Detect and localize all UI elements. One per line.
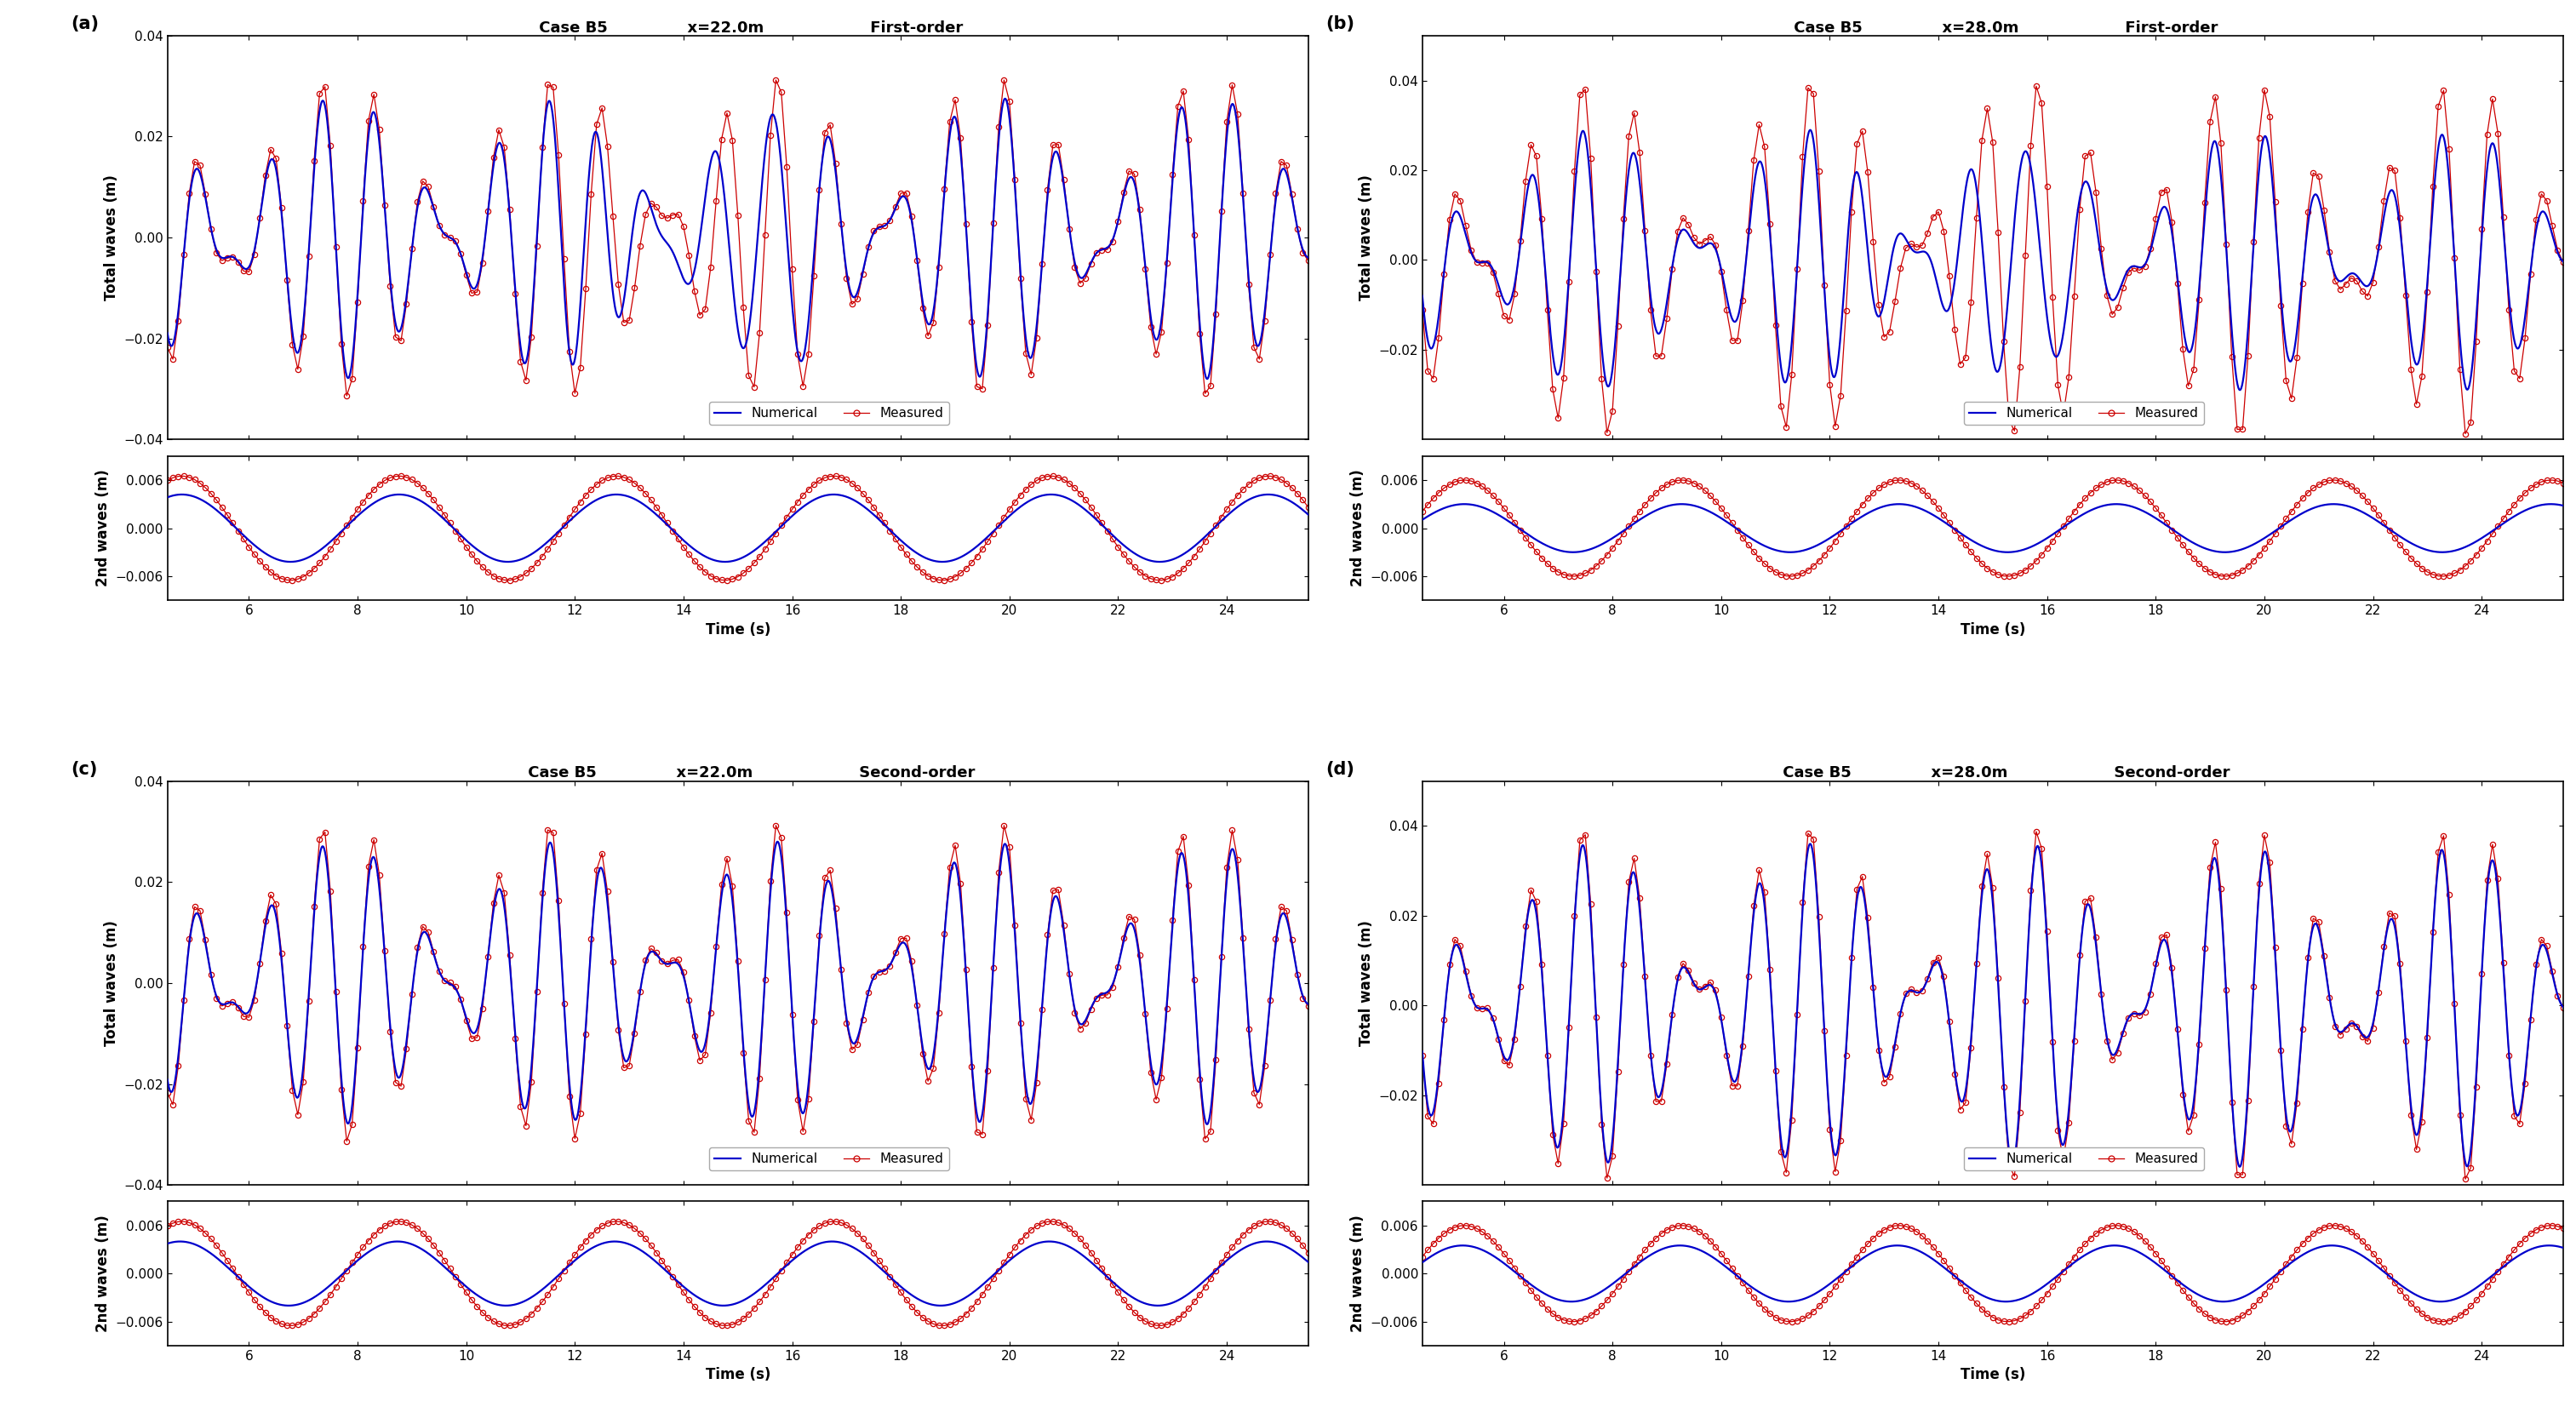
Y-axis label: Total waves (m): Total waves (m) [103, 175, 118, 300]
X-axis label: Time (s): Time (s) [1960, 622, 2025, 638]
Title:      Case B5               x=28.0m                    First-order: Case B5 x=28.0m First-order [1767, 20, 2218, 36]
Legend: Numerical, Measured: Numerical, Measured [1965, 1148, 2202, 1171]
Title:      Case B5               x=22.0m                    Second-order: Case B5 x=22.0m Second-order [500, 766, 974, 780]
Y-axis label: 2nd waves (m): 2nd waves (m) [95, 470, 111, 587]
Legend: Numerical, Measured: Numerical, Measured [1965, 402, 2202, 424]
Y-axis label: Total waves (m): Total waves (m) [1358, 175, 1373, 300]
Text: (c): (c) [70, 760, 98, 778]
Y-axis label: 2nd waves (m): 2nd waves (m) [95, 1215, 111, 1333]
Legend: Numerical, Measured: Numerical, Measured [708, 402, 948, 424]
X-axis label: Time (s): Time (s) [706, 622, 770, 638]
Text: (b): (b) [1324, 16, 1355, 33]
Y-axis label: Total waves (m): Total waves (m) [103, 920, 118, 1045]
X-axis label: Time (s): Time (s) [706, 1367, 770, 1383]
X-axis label: Time (s): Time (s) [1960, 1367, 2025, 1383]
Y-axis label: Total waves (m): Total waves (m) [1358, 920, 1373, 1045]
Title:      Case B5               x=22.0m                    First-order: Case B5 x=22.0m First-order [513, 20, 963, 36]
Title:      Case B5               x=28.0m                    Second-order: Case B5 x=28.0m Second-order [1757, 766, 2231, 780]
Text: (d): (d) [1324, 760, 1355, 778]
Y-axis label: 2nd waves (m): 2nd waves (m) [1350, 470, 1365, 587]
Legend: Numerical, Measured: Numerical, Measured [708, 1148, 948, 1171]
Text: (a): (a) [70, 16, 98, 33]
Y-axis label: 2nd waves (m): 2nd waves (m) [1350, 1215, 1365, 1333]
